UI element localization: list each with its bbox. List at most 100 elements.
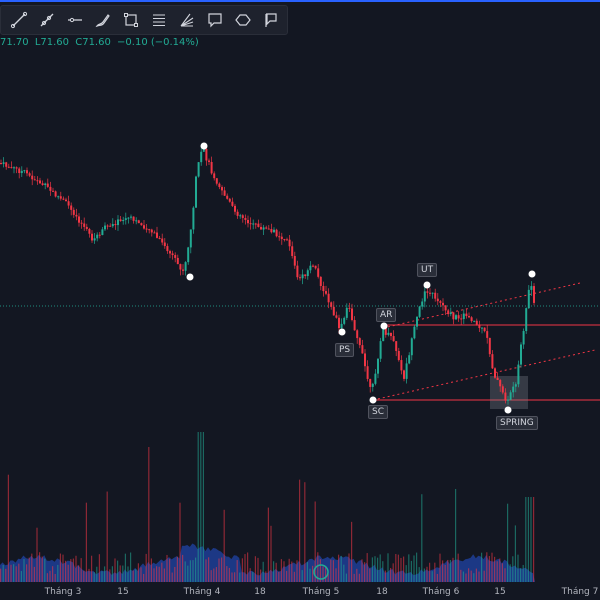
ellipse-tool[interactable] [229, 6, 257, 34]
candle-body [28, 173, 31, 176]
volume-bar [205, 559, 207, 582]
event-marker-icon[interactable] [313, 564, 329, 580]
volume-bar [520, 568, 522, 582]
volume-bar [262, 561, 264, 582]
candle-body [184, 262, 187, 271]
flag-tool[interactable] [257, 6, 285, 34]
trend-line-tool[interactable] [5, 6, 33, 34]
volume-bar [202, 432, 204, 582]
candle-body [288, 239, 291, 247]
candle-body [124, 218, 127, 220]
volume-bar [447, 559, 449, 582]
volume-bar [293, 571, 295, 582]
candle-body [236, 211, 239, 216]
volume-bar [228, 567, 230, 582]
candle-body [486, 331, 489, 338]
volume-bar [67, 564, 69, 582]
pivot-point-recent-high[interactable] [528, 270, 536, 278]
candle-body [296, 265, 299, 278]
label-spring[interactable]: SPRING [496, 416, 538, 430]
volume-bar [460, 569, 462, 582]
spring-zone-box[interactable] [490, 376, 528, 409]
volume-bar [179, 502, 181, 582]
volume-bar [504, 568, 506, 582]
pivot-point-ar[interactable] [380, 322, 388, 330]
candle-body [283, 239, 286, 241]
candle-body [455, 315, 457, 320]
label-sc[interactable]: SC [368, 405, 388, 419]
volume-bar [527, 497, 529, 582]
candle-body [101, 229, 104, 236]
horizontal-line-tool[interactable] [61, 6, 89, 34]
volume-bar [52, 566, 54, 582]
candle-body [119, 219, 122, 222]
volume-bar [148, 447, 150, 582]
volume-bar [231, 572, 233, 582]
volume-bar [109, 569, 111, 582]
candle-body [442, 302, 444, 306]
flag-icon [265, 13, 277, 27]
candle-body [15, 167, 18, 169]
candle-body [356, 330, 359, 339]
fib-fan-tool[interactable] [173, 6, 201, 34]
pivot-point-apr-high[interactable] [200, 142, 208, 150]
candle-body [33, 179, 36, 181]
volume-bar [306, 562, 308, 582]
brush-tool[interactable] [89, 6, 117, 34]
volume-bar [304, 482, 306, 582]
pivot-point-apr-low[interactable] [186, 273, 194, 281]
rectangle-tool[interactable] [117, 6, 145, 34]
volume-bar [182, 554, 184, 582]
volume-bar [210, 570, 212, 582]
pivot-point-ut[interactable] [423, 281, 431, 289]
volume-bar [163, 568, 165, 582]
label-ut[interactable]: UT [417, 263, 438, 277]
volume-group [0, 432, 535, 582]
volume-bar [366, 553, 368, 582]
volume-bar [330, 559, 332, 582]
volume-bar [491, 552, 493, 582]
volume-bar [410, 560, 412, 582]
candle-body [387, 332, 390, 335]
volume-average-area [0, 543, 535, 582]
candle-body [507, 399, 509, 401]
label-ar[interactable]: AR [376, 308, 397, 322]
ray-icon [40, 13, 54, 27]
candle-body [418, 306, 421, 317]
pivot-point-ps[interactable] [338, 328, 346, 336]
candle-body [343, 317, 346, 324]
label-ps[interactable]: PS [335, 343, 355, 357]
volume-bar [267, 507, 269, 582]
candle-body [366, 366, 369, 379]
volume-bar [7, 474, 9, 582]
candle-body [130, 216, 132, 218]
candle-body [520, 344, 522, 365]
volume-bar [392, 563, 394, 582]
candle-body [85, 226, 88, 229]
upper-channel-line[interactable] [382, 282, 581, 329]
volume-bar [65, 560, 67, 582]
volume-bar [257, 557, 259, 582]
candle-body [416, 316, 418, 327]
candle-body [75, 214, 78, 217]
ohlc-high: 71.70 [0, 37, 29, 48]
candle-body [5, 162, 8, 167]
candle-body [52, 190, 54, 192]
callout-tool[interactable] [201, 6, 229, 34]
volume-bar [15, 566, 17, 582]
parallel-lines-tool[interactable] [145, 6, 173, 34]
candle-body [494, 368, 496, 378]
volume-bar [208, 557, 210, 582]
volume-bar [426, 566, 428, 582]
pivot-point-sc[interactable] [369, 396, 377, 404]
volume-bar [117, 560, 119, 582]
pivot-point-spring[interactable] [504, 406, 512, 414]
candle-body [457, 315, 460, 319]
ray-tool[interactable] [33, 6, 61, 34]
ohlc-legend: 71.70 L71.60 C71.60 −0.10 (−0.14%) [0, 37, 202, 48]
candle-body [517, 364, 520, 385]
candle-body [202, 148, 205, 152]
candles-group [0, 146, 535, 405]
candle-body [39, 180, 41, 184]
